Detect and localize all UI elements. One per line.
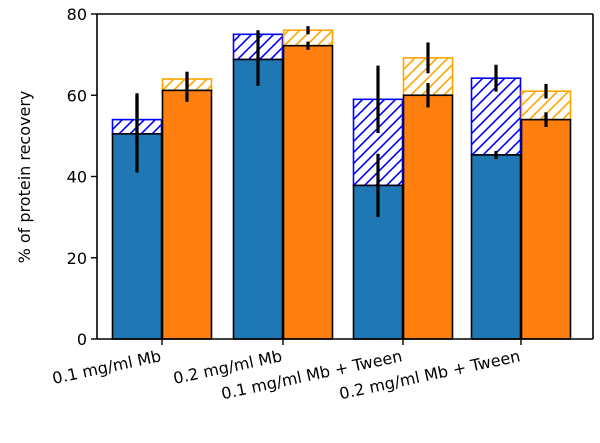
y-tick-label: 40 <box>67 168 87 187</box>
bar <box>520 118 572 340</box>
y-tick-label: 20 <box>67 249 87 268</box>
bar <box>470 154 522 340</box>
y-tick-label: 60 <box>67 86 87 105</box>
y-tick-label: 0 <box>77 330 87 349</box>
y-axis-label: % of protein recovery <box>15 91 34 264</box>
bar <box>402 94 454 340</box>
y-tick-label: 80 <box>67 5 87 24</box>
bar <box>282 44 334 340</box>
bar <box>161 89 213 340</box>
bar <box>232 58 284 340</box>
x-tick-label: 0.1 mg/ml Mb <box>51 346 163 388</box>
